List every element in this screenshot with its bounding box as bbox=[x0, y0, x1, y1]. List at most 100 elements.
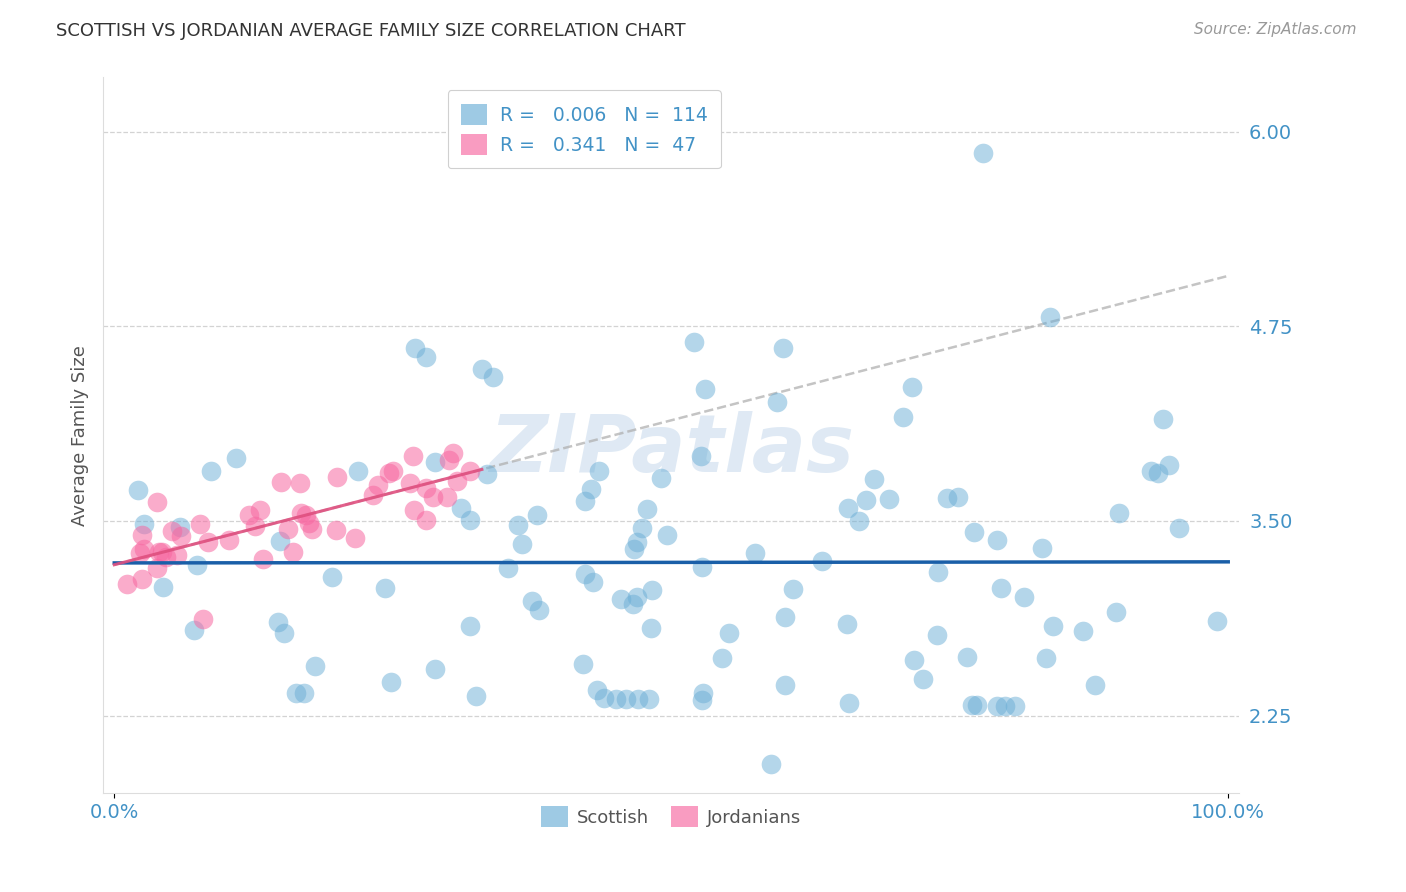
Point bbox=[127, 483, 149, 497]
Point bbox=[506, 517, 529, 532]
Point bbox=[948, 491, 970, 505]
Point bbox=[1004, 698, 1026, 713]
Point bbox=[1039, 310, 1062, 325]
Point bbox=[131, 572, 153, 586]
Point bbox=[1105, 605, 1128, 619]
Point bbox=[626, 535, 648, 549]
Point bbox=[682, 334, 704, 349]
Point bbox=[638, 692, 661, 706]
Point bbox=[218, 533, 240, 547]
Point bbox=[200, 464, 222, 478]
Point bbox=[718, 626, 741, 640]
Point bbox=[326, 470, 349, 484]
Point bbox=[295, 508, 318, 522]
Point bbox=[458, 618, 481, 632]
Point bbox=[655, 528, 678, 542]
Point bbox=[838, 696, 860, 710]
Point bbox=[458, 514, 481, 528]
Point bbox=[775, 610, 797, 624]
Point bbox=[610, 592, 633, 607]
Point bbox=[710, 650, 733, 665]
Point bbox=[343, 532, 366, 546]
Point bbox=[1084, 677, 1107, 691]
Point bbox=[441, 446, 464, 460]
Point bbox=[436, 490, 458, 504]
Point bbox=[605, 691, 627, 706]
Point bbox=[574, 567, 596, 582]
Point bbox=[381, 464, 404, 478]
Point bbox=[956, 650, 979, 665]
Point bbox=[631, 521, 654, 535]
Point bbox=[450, 500, 472, 515]
Point bbox=[415, 512, 437, 526]
Point bbox=[238, 508, 260, 523]
Point bbox=[404, 341, 426, 355]
Point bbox=[374, 581, 396, 595]
Point bbox=[900, 380, 922, 394]
Point bbox=[460, 464, 482, 478]
Point bbox=[117, 576, 139, 591]
Point bbox=[132, 541, 155, 556]
Point bbox=[148, 545, 170, 559]
Point bbox=[496, 560, 519, 574]
Point bbox=[912, 672, 935, 686]
Point bbox=[641, 583, 664, 598]
Point bbox=[422, 490, 444, 504]
Point bbox=[572, 657, 595, 672]
Point bbox=[197, 534, 219, 549]
Point bbox=[402, 449, 425, 463]
Point bbox=[526, 508, 548, 522]
Point bbox=[593, 691, 616, 706]
Point bbox=[415, 351, 437, 365]
Point bbox=[1146, 467, 1168, 481]
Point bbox=[692, 686, 714, 700]
Point bbox=[927, 565, 949, 579]
Point bbox=[361, 488, 384, 502]
Point bbox=[325, 523, 347, 537]
Point bbox=[378, 466, 401, 480]
Text: Source: ZipAtlas.com: Source: ZipAtlas.com bbox=[1194, 22, 1357, 37]
Point bbox=[837, 501, 859, 516]
Point bbox=[1168, 521, 1191, 535]
Point bbox=[990, 581, 1012, 595]
Point bbox=[146, 495, 169, 509]
Point bbox=[1035, 651, 1057, 665]
Point bbox=[855, 493, 877, 508]
Point bbox=[927, 628, 949, 642]
Point bbox=[273, 625, 295, 640]
Point bbox=[155, 550, 177, 565]
Legend: Scottish, Jordanians: Scottish, Jordanians bbox=[534, 799, 808, 834]
Point bbox=[129, 546, 152, 560]
Point bbox=[146, 561, 169, 575]
Point bbox=[621, 597, 644, 611]
Point bbox=[439, 453, 461, 467]
Point bbox=[170, 529, 193, 543]
Point bbox=[877, 491, 900, 506]
Text: ZIPatlas: ZIPatlas bbox=[489, 410, 853, 489]
Point bbox=[586, 682, 609, 697]
Point bbox=[1042, 619, 1064, 633]
Point bbox=[415, 481, 437, 495]
Point bbox=[380, 675, 402, 690]
Point bbox=[582, 575, 605, 590]
Point bbox=[425, 455, 447, 469]
Point bbox=[152, 580, 174, 594]
Point bbox=[520, 594, 543, 608]
Point bbox=[650, 470, 672, 484]
Point bbox=[367, 478, 389, 492]
Point bbox=[134, 516, 156, 531]
Point bbox=[761, 756, 783, 771]
Point bbox=[423, 663, 446, 677]
Point bbox=[848, 514, 870, 528]
Point bbox=[690, 559, 713, 574]
Point bbox=[1152, 412, 1174, 426]
Point bbox=[131, 528, 153, 542]
Point bbox=[347, 464, 370, 478]
Y-axis label: Average Family Size: Average Family Size bbox=[72, 345, 89, 525]
Point bbox=[744, 546, 766, 560]
Point bbox=[782, 582, 804, 596]
Point bbox=[773, 678, 796, 692]
Point bbox=[966, 698, 988, 713]
Point bbox=[623, 541, 645, 556]
Point bbox=[160, 524, 183, 538]
